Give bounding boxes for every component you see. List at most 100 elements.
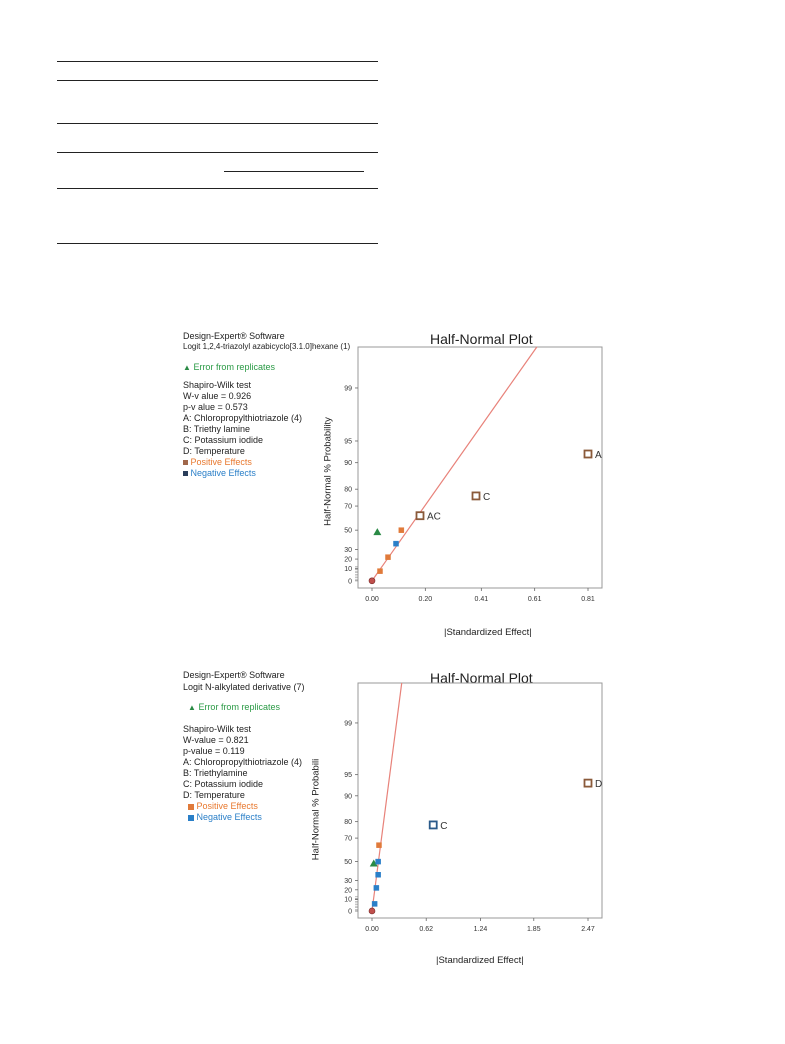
effect-point [375, 858, 381, 865]
table-rule-7 [57, 243, 378, 244]
response-label: Logit N-alkylated derivative (7) [183, 682, 305, 692]
effect-point [471, 491, 481, 501]
y-tick-label: 50 [344, 528, 352, 535]
table-rule-4 [57, 152, 378, 153]
factor-c: C: Potassium iodide [183, 779, 264, 789]
plot-area: 0 10 20 30 50 70 80 90 95 99 0.00 0.20 0.41 0.61 0.81 A… [344, 346, 603, 603]
x-tick-label: 2.47 [581, 926, 595, 933]
x-tick-label: 0.41 [475, 596, 489, 603]
square-icon [183, 471, 188, 477]
table-rule-2 [57, 80, 378, 81]
effect-point [393, 540, 399, 547]
effect-point [398, 527, 405, 533]
w-value: W-value = 0.821 [183, 735, 249, 745]
point-label: A [595, 450, 602, 461]
x-tick-label: 1.24 [474, 926, 488, 933]
effect-point [385, 554, 391, 560]
y-tick-label: 30 [344, 878, 352, 885]
x-tick-label: 0.00 [365, 926, 379, 933]
x-tick-label: 0.62 [419, 926, 433, 933]
y-tick-label: 20 [344, 887, 352, 894]
plot-frame [357, 682, 603, 919]
y-tick-label: 99 [344, 720, 352, 727]
plot-area: 0 10 20 30 50 70 80 90 95 99 0.00 0.62 1.24 1.85 2.47 C… [344, 682, 603, 933]
x-axis-title: |Standardized Effect| [444, 627, 532, 638]
software-label: Design-Expert® Software [183, 670, 285, 680]
y-tick-label: 70 [344, 504, 352, 511]
triangle-icon: ▲ [183, 363, 191, 372]
y-tick-label: 90 [344, 460, 352, 467]
p-value: p-value = 0.119 [183, 746, 245, 756]
x-tick-label: 1.85 [527, 926, 541, 933]
fit-line [371, 346, 538, 582]
table-rule-1 [57, 61, 378, 62]
plot-frame [357, 346, 603, 589]
point-label: AC [427, 512, 441, 523]
y-tick-label: 30 [344, 547, 352, 554]
table-rule-3 [57, 123, 378, 124]
negative-legend: Negative Effects [188, 812, 262, 822]
y-tick-label: 95 [344, 438, 352, 445]
plot-title: Half-Normal Plot [430, 670, 533, 686]
error-legend-label: Error from replicates [193, 362, 275, 372]
square-icon [188, 814, 194, 821]
square-icon [188, 803, 194, 810]
positive-legend: Positive Effects [183, 457, 252, 467]
y-tick-label: 50 [344, 859, 352, 866]
positive-legend-label: Positive Effects [196, 801, 258, 811]
factor-b: B: Triethylamine [183, 768, 248, 778]
y-tick-label: 80 [344, 819, 352, 826]
effect-point [373, 885, 380, 891]
y-tick-label: 0 [348, 578, 352, 585]
factor-d: D: Temperature [183, 790, 245, 800]
factor-b: B: Triethy lamine [183, 424, 251, 434]
origin-point [368, 907, 376, 915]
table-rule-5 [224, 171, 364, 172]
negative-legend-label: Negative Effects [196, 812, 262, 822]
y-tick-label: 95 [344, 772, 352, 779]
error-point [373, 528, 382, 536]
y-tick-label: 20 [344, 557, 352, 564]
x-tick-label: 0.81 [581, 596, 595, 603]
square-icon [183, 460, 188, 466]
x-tick-label: 0.20 [419, 596, 433, 603]
point-label: D [595, 779, 602, 790]
error-legend: ▲ Error from replicates [188, 702, 280, 712]
test-name: Shapiro-Wilk test [183, 380, 252, 390]
factor-a: A: Chloropropylthiotriazole (4) [183, 413, 303, 423]
error-legend-label: Error from replicates [198, 702, 280, 712]
p-value: p-v alue = 0.573 [183, 402, 248, 412]
positive-legend: Positive Effects [188, 801, 258, 811]
effect-point [415, 511, 425, 521]
y-tick-label: 10 [344, 897, 352, 904]
effect-point [371, 901, 378, 907]
half-normal-plot-1: Design-Expert® Software Logit 1,2,4-tria… [0, 320, 785, 650]
plot-title: Half-Normal Plot [430, 331, 533, 347]
origin-point [368, 577, 376, 585]
y-tick-label: 0 [348, 908, 352, 915]
table-rule-6 [57, 188, 378, 189]
y-tick-label: 70 [344, 836, 352, 843]
error-legend: ▲ Error from replicates [183, 362, 275, 372]
software-label: Design-Expert® Software [183, 331, 285, 341]
factor-a: A: Chloropropylthiotriazole (4) [183, 757, 303, 767]
negative-legend-label: Negative Effects [190, 468, 256, 478]
x-tick-label: 0.00 [365, 596, 379, 603]
effect-point [375, 872, 381, 878]
triangle-icon: ▲ [188, 703, 196, 712]
response-label: Logit 1,2,4-triazolyl azabicyclo[3.1.0]h… [183, 342, 351, 351]
test-name: Shapiro-Wilk test [183, 724, 252, 734]
effect-point [428, 820, 438, 830]
negative-legend: Negative Effects [183, 468, 256, 478]
effect-point [376, 842, 382, 848]
w-value: W-v alue = 0.926 [183, 391, 252, 401]
effect-point [377, 568, 383, 574]
effect-point [583, 449, 593, 459]
x-tick-label: 0.61 [528, 596, 542, 603]
error-point [369, 859, 378, 867]
factor-d: D: Temperature [183, 446, 245, 456]
point-label: C [483, 492, 490, 503]
factor-c: C: Potassium iodide [183, 435, 264, 445]
y-tick-label: 99 [344, 385, 352, 392]
point-label: C [440, 821, 447, 832]
